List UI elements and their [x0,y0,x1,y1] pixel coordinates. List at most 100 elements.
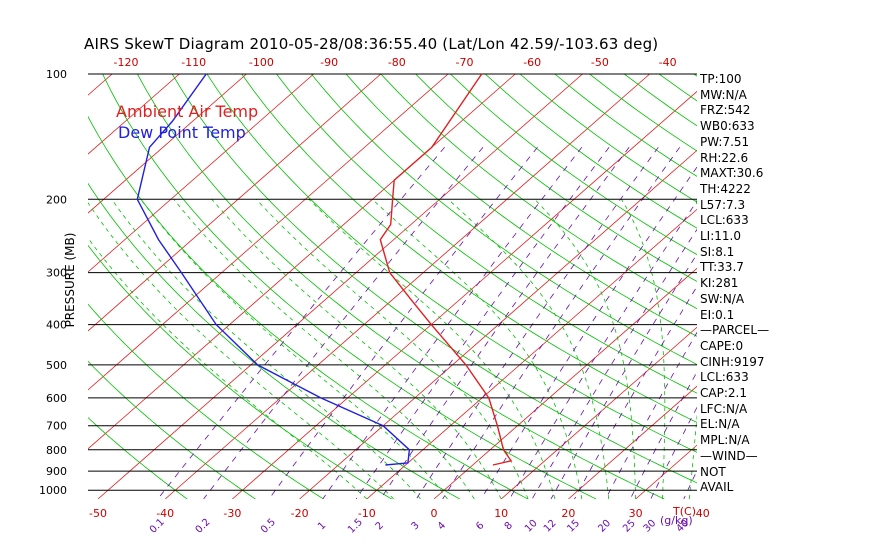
pressure-tick-label: 400 [46,319,67,332]
index-item: MPL:N/A [700,433,750,448]
pressure-tick-label: 600 [46,392,67,405]
moist-adiabat-line [211,199,502,499]
dry-adiabat-line [171,74,697,484]
mixing-ratio-unit-label: (g/kg) [660,514,693,527]
moist-adiabat-line [111,199,421,499]
isotherm-line [88,74,449,391]
index-item: EI:0.1 [700,307,735,322]
dry-adiabat-line [450,74,697,256]
index-item: —PARCEL— [700,323,770,338]
y-axis-label: PRESSURE (MB) [63,232,77,328]
mixing-ratio-tick-label: 3 [409,520,421,532]
isotherm-line [770,74,870,499]
index-item: TT:33.7 [700,260,744,275]
top-temp-tick-label: -50 [591,56,609,69]
moist-adiabat-line [173,199,475,499]
isotherm-line [88,74,382,332]
mixing-ratio-line [355,147,610,499]
index-item: TP:100 [700,72,742,86]
index-item: NOT [700,464,726,479]
top-temp-tick-label: -80 [388,56,406,69]
pressure-tick-label: 300 [46,267,67,280]
pressure-tick-label: 500 [46,359,67,372]
pressure-tick-label: 700 [46,420,67,433]
moist-adiabat-line [88,237,368,499]
bottom-temp-tick-label: -20 [291,507,309,520]
mixing-ratio-tick-label: 10 [523,518,540,535]
moist-adiabat-line [447,199,610,499]
index-item: PW:7.51 [700,134,750,149]
dry-adiabat-line [88,115,529,499]
isotherm-line [88,74,314,273]
index-item: MW:N/A [700,87,747,102]
moist-adiabat-line [534,199,636,499]
index-item: LCL:633 [700,370,749,385]
pressure-tick-label: 100 [46,68,67,81]
mixing-ratio-line [322,147,583,499]
index-item: TH:4222 [700,181,751,196]
index-item: CAP:2.1 [700,386,747,401]
pressure-tick-label: 1000 [39,484,67,497]
isotherm-line [500,326,697,499]
index-item: CAPE:0 [700,338,744,353]
bottom-temp-tick-label: 30 [629,507,643,520]
series-layer [136,74,513,466]
isotherm-line [164,74,650,499]
dry-adiabat-line [88,303,324,499]
index-item: WB0:633 [700,119,755,134]
dry-adiabat-line [88,417,188,499]
moist-adiabat-line [308,199,556,499]
dry-adiabat-line [206,74,697,453]
index-item: —WIND— [700,448,758,463]
index-item: FRZ:542 [700,103,751,118]
moist-adiabat-line [140,199,448,499]
isotherm-line [88,74,516,450]
temperature-unit-label: T(C) [673,505,696,518]
index-item: KI:281 [700,276,739,291]
top-temp-tick-label: -70 [456,56,474,69]
bottom-temp-tick-label: 20 [561,507,575,520]
dry-adiabat-line [241,74,697,423]
top-temp-tick-label: -100 [249,56,274,69]
isotherm-line [88,74,247,214]
index-item: RH:22.6 [700,150,749,165]
dry-adiabat-line [415,74,697,282]
dry-adiabat-line [345,74,697,337]
bottom-temp-tick-label: -10 [358,507,376,520]
legend-ambient-air-temp: Ambient Air Temp [116,102,259,121]
mixing-ratio-tick-label: 0.5 [259,517,278,536]
moist-adiabat-line [88,202,394,499]
top-temp-tick-label: -110 [181,56,206,69]
isotherm-line [568,385,697,499]
index-item: SW:N/A [700,291,745,306]
isotherm-line [88,74,180,155]
isotherm-line [837,74,870,499]
dry-adiabat-line [88,360,256,499]
moist-adiabat-line [256,199,529,499]
bottom-temp-tick-label: -30 [223,507,241,520]
pressure-tick-label: 900 [46,465,67,478]
mixing-ratio-unit: g/kg [664,514,689,527]
dry-adiabat-line [102,74,597,499]
bottom-temp-tick-label: 10 [494,507,508,520]
top-temp-tick-label: -40 [659,56,677,69]
mixing-ratio-tick-label: 8 [503,520,515,532]
dry-adiabat-line [88,182,460,499]
mixing-ratio-tick-label: 15 [565,518,582,535]
isotherm-line [0,74,45,499]
bottom-temp-tick-label: -40 [156,507,174,520]
ambient-air-temp-line [379,74,513,466]
legend-dew-point-temp: Dew Point Temp [118,123,246,142]
index-item: LCL:633 [700,213,749,228]
mixing-ratio-tick-label: 6 [474,520,486,532]
index-item: LI:11.0 [700,229,741,244]
bottom-temp-tick-label: 40 [696,507,710,520]
mixing-ratio-tick-label: 0.2 [194,517,213,536]
dry-adiabat-line [380,74,697,310]
dew-point-temp-line [136,74,411,466]
mixing-ratio-tick-label: 30 [642,518,659,535]
isotherm-line [97,74,583,499]
index-item: MAXT:30.6 [700,166,764,181]
moist-adiabat-line [372,199,583,499]
